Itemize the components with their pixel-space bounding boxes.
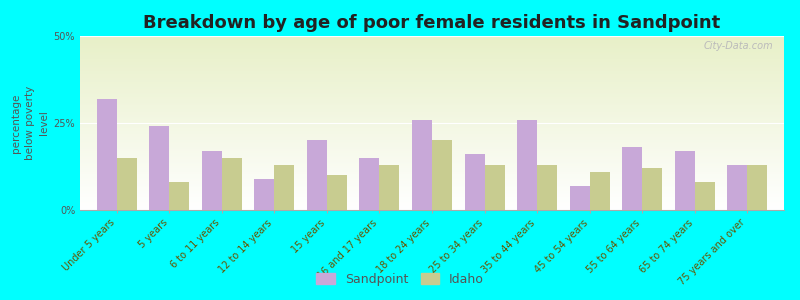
Legend: Sandpoint, Idaho: Sandpoint, Idaho — [311, 268, 489, 291]
Bar — [202, 151, 222, 210]
Bar — [307, 140, 327, 210]
Title: Breakdown by age of poor female residents in Sandpoint: Breakdown by age of poor female resident… — [143, 14, 721, 32]
Bar — [485, 165, 505, 210]
Bar — [327, 175, 347, 210]
Text: City-Data.com: City-Data.com — [704, 41, 774, 51]
Bar — [570, 186, 590, 210]
Bar — [537, 165, 557, 210]
Bar — [274, 165, 294, 210]
Bar — [412, 119, 432, 210]
Bar — [694, 182, 714, 210]
Bar — [97, 99, 117, 210]
Bar — [642, 168, 662, 210]
Bar — [150, 127, 170, 210]
Bar — [674, 151, 694, 210]
Bar — [465, 154, 485, 210]
Bar — [254, 179, 274, 210]
Bar — [432, 140, 452, 210]
Bar — [517, 119, 537, 210]
Bar — [747, 165, 767, 210]
Bar — [622, 147, 642, 210]
Bar — [379, 165, 399, 210]
Bar — [727, 165, 747, 210]
Bar — [590, 172, 610, 210]
Y-axis label: percentage
below poverty
level: percentage below poverty level — [11, 86, 50, 160]
Bar — [222, 158, 242, 210]
Bar — [170, 182, 190, 210]
Bar — [359, 158, 379, 210]
Bar — [117, 158, 137, 210]
